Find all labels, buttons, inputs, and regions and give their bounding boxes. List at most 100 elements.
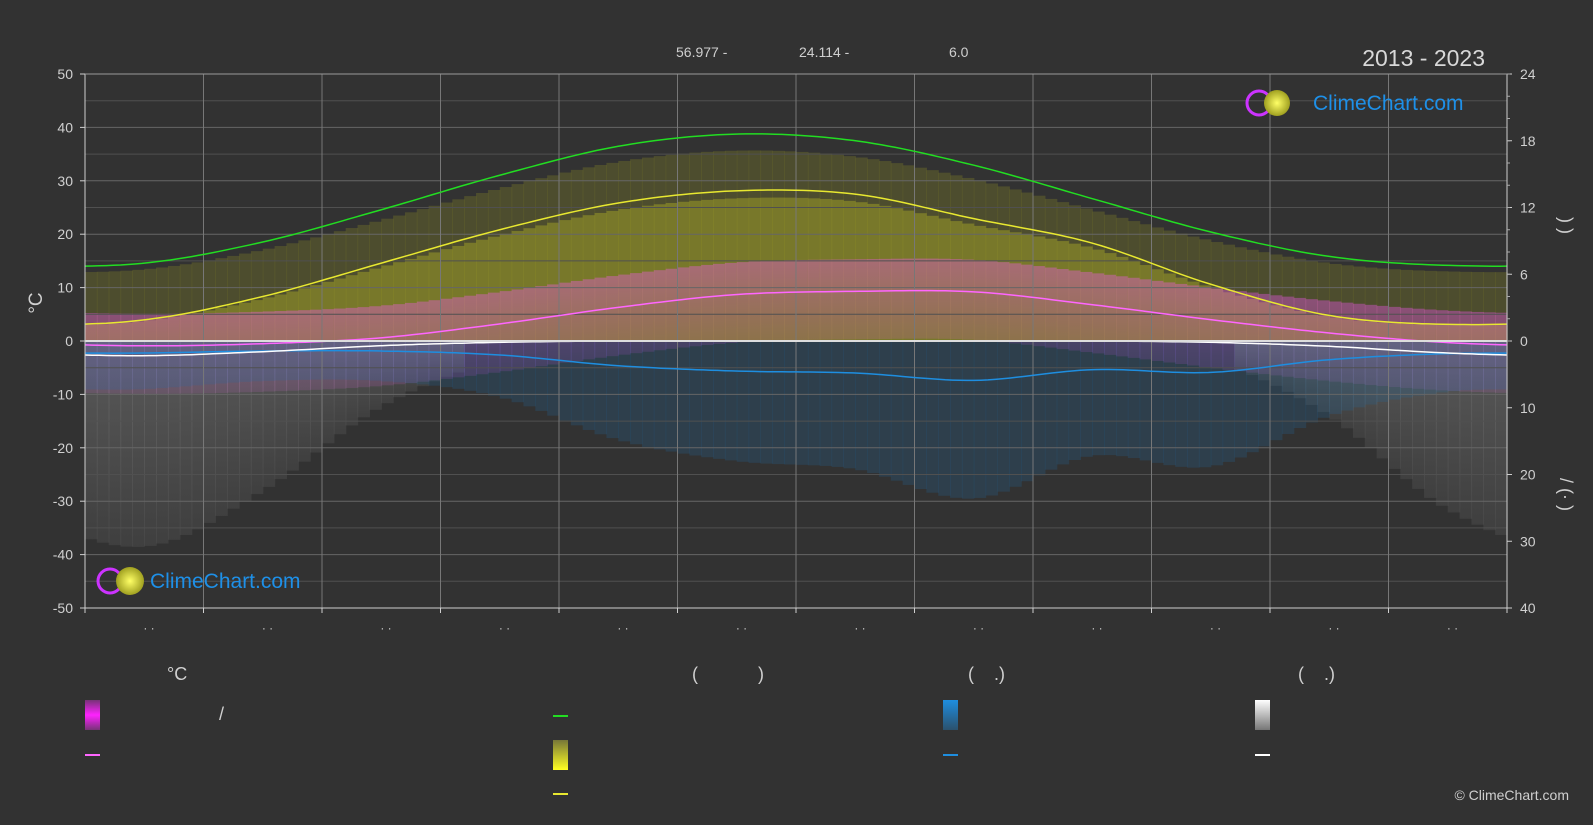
rain-band — [914, 341, 927, 490]
snow-band — [428, 341, 442, 382]
precipitation-mean-line — [85, 349, 1507, 382]
rain-band — [1115, 341, 1129, 457]
temperature-band — [487, 292, 501, 373]
y2-upper-tick-label: 12 — [1520, 200, 1536, 216]
temperature-band — [1210, 288, 1224, 369]
rain-band — [594, 341, 607, 435]
rain-band — [1080, 341, 1093, 457]
temperature-band — [547, 284, 560, 365]
rain-band — [476, 341, 489, 394]
rain-band — [1092, 341, 1105, 456]
rain-band — [286, 341, 299, 381]
x-tick-label: · · — [1091, 621, 1102, 635]
rain-band — [1471, 341, 1484, 390]
snow-band — [179, 341, 193, 535]
temperature-band — [819, 259, 833, 340]
rain-band — [96, 341, 110, 390]
sunshine-line — [84, 189, 1508, 326]
snow-band — [357, 341, 370, 418]
rain-band — [701, 341, 714, 458]
rain-band — [926, 341, 939, 493]
snow-band — [1435, 341, 1449, 506]
snow-band — [250, 341, 264, 495]
rain-band — [262, 341, 276, 381]
temperature-band — [724, 262, 738, 344]
snow-band — [298, 341, 311, 462]
snow-band — [310, 341, 323, 453]
temperature-band — [665, 268, 679, 349]
rain-band — [487, 341, 501, 396]
legend-swatch-sunshine-mean — [553, 793, 568, 795]
legend-swatch-temp-range — [85, 700, 100, 730]
temperature-band — [1163, 282, 1176, 363]
y-tick-label: -30 — [53, 493, 73, 509]
rain-band — [819, 341, 833, 466]
temperature-band — [902, 258, 916, 339]
rain-band — [1258, 341, 1271, 447]
coordinate-elevation: 6.0 — [949, 44, 969, 60]
legend-header-rain: ( .) — [968, 664, 1005, 684]
temperature-band — [878, 258, 892, 339]
temperature-band — [499, 291, 513, 372]
rain-band — [1412, 341, 1425, 396]
temperature-band — [760, 260, 773, 342]
rain-band — [167, 341, 181, 388]
x-tick-label: · · — [973, 621, 984, 635]
rain-band — [108, 341, 122, 390]
rain-band — [428, 341, 442, 386]
temperature-band — [464, 295, 477, 376]
temperature-band — [1009, 263, 1022, 344]
rain-band — [120, 341, 133, 390]
snow-band — [203, 341, 216, 523]
rain-band — [132, 341, 145, 390]
temperature-band — [1222, 289, 1236, 370]
coordinate-longitude: 24.114 - — [799, 44, 850, 60]
rain-band — [227, 341, 240, 383]
rain-band — [630, 341, 643, 445]
temperature-band — [997, 262, 1010, 343]
rain-band — [1021, 341, 1034, 482]
rain-band — [1246, 341, 1259, 453]
snow-band — [1412, 341, 1425, 489]
temperature-band — [843, 259, 856, 340]
rain-band — [440, 341, 453, 388]
temperature-band — [961, 259, 975, 340]
rain-band — [144, 341, 157, 389]
snow-band — [132, 341, 145, 547]
rain-band — [393, 341, 406, 383]
legend-swatch-temp-mean — [85, 754, 100, 756]
temperature-band — [606, 276, 619, 357]
temperature-band — [855, 259, 868, 340]
rain-band — [807, 341, 821, 466]
snow-band — [144, 341, 157, 546]
temperature-band — [594, 277, 607, 358]
temperature-band — [1187, 285, 1200, 366]
rain-band — [1317, 341, 1330, 418]
snow-band — [1471, 341, 1484, 525]
rain-band — [570, 341, 584, 426]
temperature-band — [1033, 266, 1046, 347]
snow-band — [381, 341, 394, 404]
snow-band — [1376, 341, 1390, 459]
rain-band — [784, 341, 797, 465]
snow-band — [227, 341, 240, 509]
rain-band — [215, 341, 228, 384]
y2-lower-tick-label: 40 — [1520, 600, 1536, 616]
temperature-band — [807, 259, 821, 340]
y-tick-label: 10 — [57, 280, 73, 296]
y-tick-label: -50 — [53, 600, 73, 616]
snow-band — [1234, 341, 1247, 371]
rain-band — [535, 341, 548, 411]
snow-band — [108, 341, 122, 546]
rain-band — [156, 341, 169, 389]
rain-band — [511, 341, 525, 403]
brand-name-top: ClimeChart.com — [1313, 92, 1464, 115]
y2-upper-axis-label: ) ) — [1556, 217, 1576, 234]
rain-band — [452, 341, 465, 389]
rain-band — [1400, 341, 1413, 398]
rain-band — [1068, 341, 1081, 461]
y2-upper-tick-label: 24 — [1520, 66, 1536, 82]
period-label: 2013 - 2023 — [1362, 45, 1485, 71]
temperature-band — [926, 258, 939, 339]
temperature-band — [831, 259, 844, 340]
